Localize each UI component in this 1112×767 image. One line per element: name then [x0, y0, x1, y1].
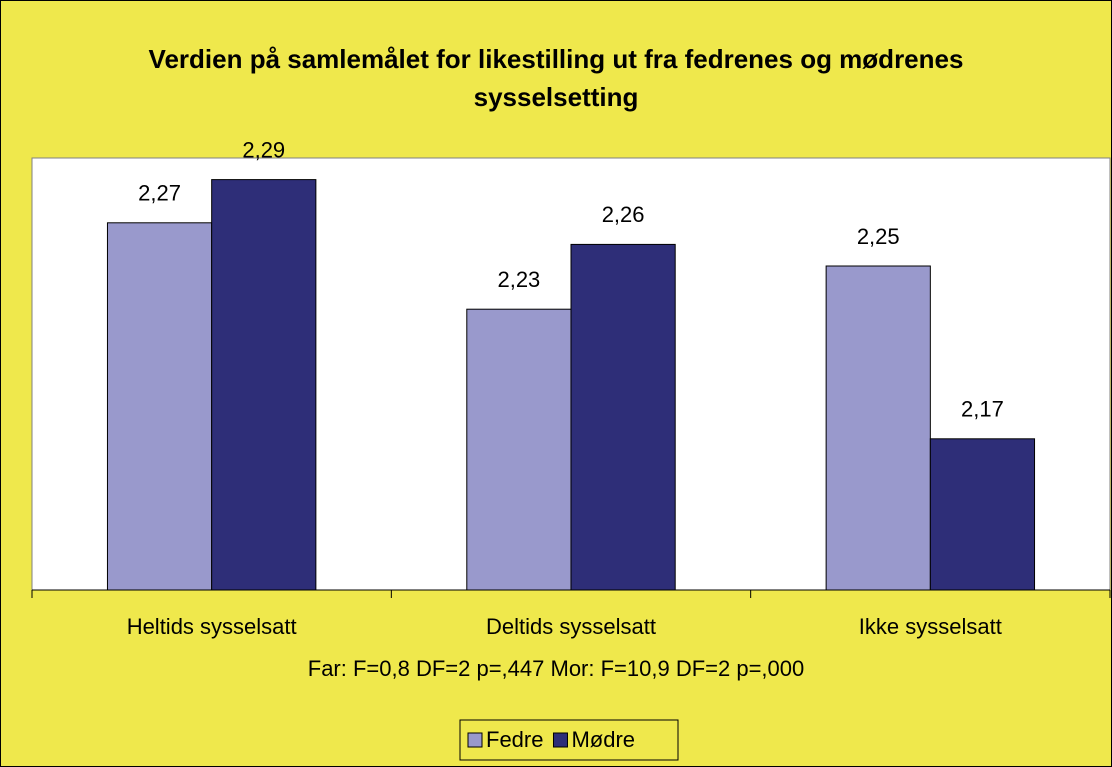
bar — [825, 265, 931, 591]
bar — [106, 222, 213, 591]
data-label: 2,27 — [138, 181, 181, 206]
data-label: 2,29 — [242, 137, 285, 162]
data-label: 2,23 — [497, 267, 540, 292]
bar — [466, 308, 572, 591]
data-label: 2,26 — [602, 202, 645, 227]
bar — [211, 179, 317, 591]
legend-box — [459, 719, 679, 761]
legend-label: Fedre — [486, 727, 543, 752]
legend-label: Mødre — [571, 727, 635, 752]
x-tick-label: Ikke sysselsatt — [859, 614, 1002, 639]
legend-swatch — [552, 732, 568, 748]
legend-swatch — [467, 732, 483, 748]
bar — [929, 438, 1036, 591]
chart-title: Verdien på samlemålet for likestilling u… — [148, 44, 964, 112]
x-tick-label: Deltids sysselsatt — [486, 614, 656, 639]
data-label: 2,17 — [961, 397, 1004, 422]
data-label: 2,25 — [857, 224, 900, 249]
bar — [570, 243, 676, 591]
x-axis-title: Far: F=0,8 DF=2 p=,447 Mor: F=10,9 DF=2 … — [308, 656, 805, 681]
x-tick-label: Heltids sysselsatt — [127, 614, 297, 639]
